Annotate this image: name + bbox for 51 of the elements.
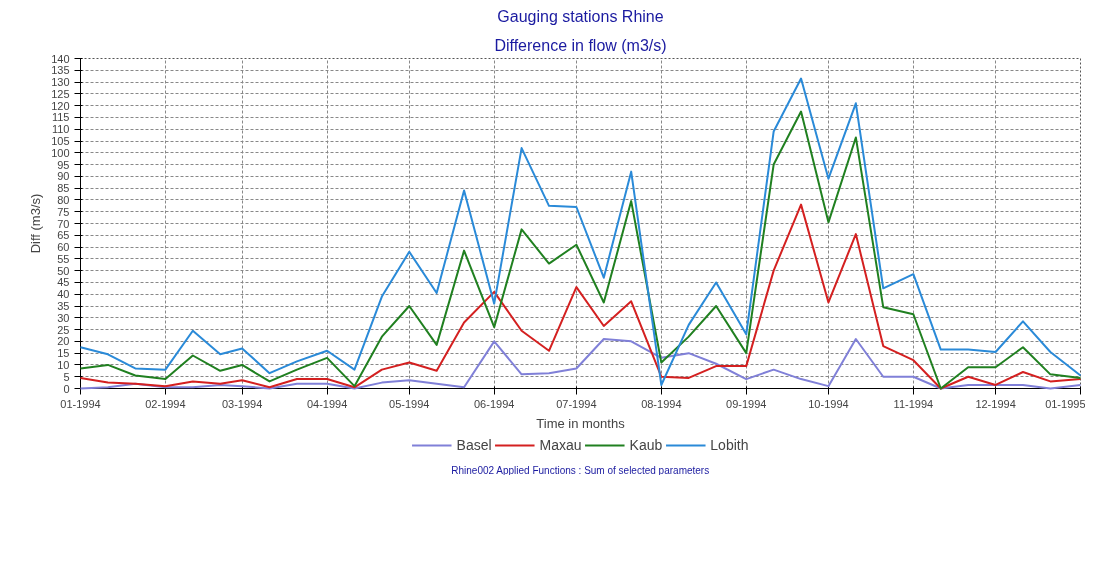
y-tick-label: 125 (51, 87, 70, 100)
y-tick-label: 135 (51, 64, 70, 77)
x-tick-label: 03-1994 (221, 397, 263, 410)
legend-label: Lobith (710, 437, 749, 453)
x-tick-label: 10-1994 (808, 397, 849, 410)
x-tick-label: 11-1994 (893, 397, 934, 410)
chart-subtitle: Difference in flow (m3/s) (494, 36, 667, 54)
x-tick-label: 01-1995 (1045, 397, 1086, 410)
y-tick-label: 110 (51, 123, 70, 136)
text: Rhine002 Applied Functions : Sum of selected parameters (451, 464, 710, 476)
y-tick-label: 30 (57, 311, 70, 324)
y-tick-label: 90 (57, 170, 70, 183)
x-tick-label: 12-1994 (975, 397, 1016, 410)
x-tick-label: 04-1994 (306, 397, 348, 410)
y-tick-label: 5 (63, 370, 70, 383)
y-tick-label: 115 (51, 111, 70, 124)
y-tick-label: 35 (57, 300, 70, 312)
y-tick-label: 80 (57, 193, 70, 206)
y-tick-label: 130 (51, 76, 70, 89)
y-tick-label: 55 (57, 252, 70, 265)
y-tick-label: 85 (57, 182, 70, 195)
x-tick-label: 07-1994 (556, 397, 597, 410)
y-tick-label: 120 (51, 99, 70, 112)
y-tick-label: 105 (51, 135, 70, 147)
y-tick-label: 40 (57, 288, 70, 301)
legend-label: Maxau (539, 437, 582, 453)
y-tick-label: 25 (57, 323, 70, 336)
chart-title: Gauging stations Rhine (497, 7, 664, 25)
x-tick-label: 09-1994 (726, 397, 767, 410)
y-tick-label: 75 (57, 205, 70, 218)
legend-label: Basel (456, 437, 492, 453)
y-tick-label: 60 (57, 241, 70, 254)
x-axis-title: Time in months (536, 415, 626, 431)
x-tick-label: 01-1994 (60, 397, 101, 410)
y-tick-label: 15 (57, 347, 70, 360)
x-tick-label: 08-1994 (641, 397, 682, 410)
y-tick-label: 50 (57, 264, 70, 277)
y-tick-label: 140 (51, 52, 70, 65)
y-tick-label: 0 (63, 382, 70, 395)
x-tick-label: 02-1994 (145, 397, 186, 410)
y-tick-label: 70 (57, 217, 70, 230)
y-tick-label: 10 (57, 358, 70, 371)
y-tick-label: 95 (57, 158, 70, 171)
x-tick-label: 06-1994 (474, 397, 515, 410)
y-tick-label: 100 (51, 146, 70, 159)
y-axis-title: Diff (m3/s) (28, 193, 44, 254)
y-tick-label: 45 (57, 276, 70, 289)
y-tick-label: 65 (57, 229, 70, 242)
legend-label: Kaub (629, 437, 663, 453)
y-tick-label: 20 (57, 335, 70, 348)
x-tick-label: 05-1994 (389, 397, 430, 410)
